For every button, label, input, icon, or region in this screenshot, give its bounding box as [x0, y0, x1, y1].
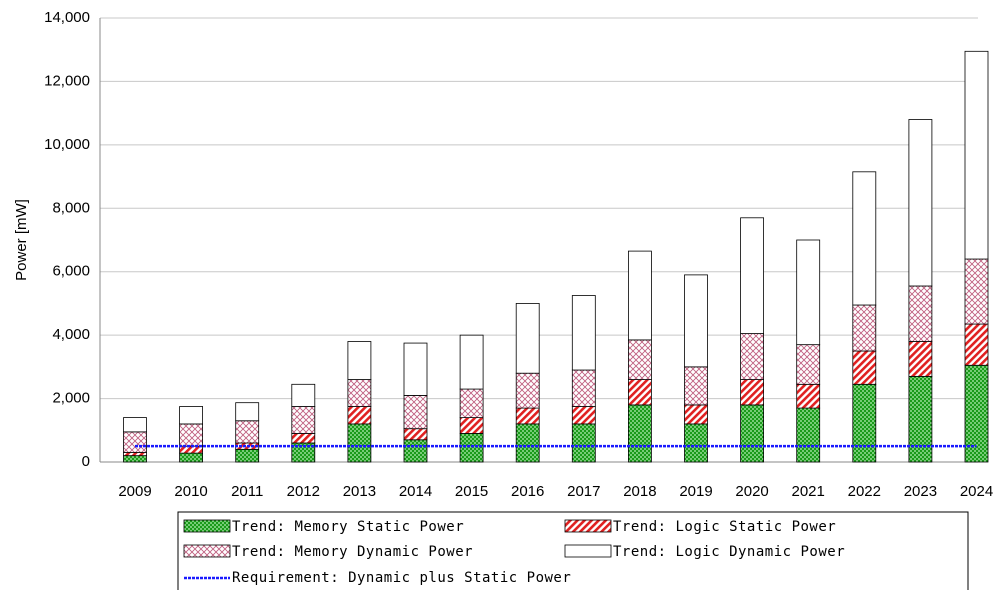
bar-segment [740, 217, 764, 334]
bar-segment [571, 406, 596, 425]
x-tick-label: 2014 [399, 483, 432, 500]
bar-segment [123, 431, 147, 453]
bar-segment [796, 344, 821, 385]
bar-segment [179, 423, 204, 447]
bar-segment [796, 239, 821, 346]
bar-segment [235, 420, 260, 444]
bar-segment [908, 341, 933, 377]
x-tick-label: 2022 [848, 483, 881, 500]
bar-segment [123, 455, 147, 463]
bar-segment [347, 406, 372, 425]
bar-segment [459, 433, 484, 463]
y-axis-label: Power [mW] [13, 199, 30, 281]
bar-segment [347, 341, 372, 380]
y-tick-label: 2,000 [52, 390, 90, 407]
legend-label: Trend: Logic Static Power [613, 519, 836, 535]
bar-segment [740, 333, 764, 380]
x-tick-label: 2020 [735, 483, 768, 500]
bar-segment [796, 407, 821, 463]
bar-segment [403, 394, 428, 430]
x-tick-label: 2021 [792, 483, 825, 500]
bar-segment [291, 433, 316, 444]
bar-segment [684, 274, 708, 368]
x-tick-label: 2015 [455, 483, 488, 500]
bar-segment [179, 406, 204, 425]
bar-segment [403, 342, 428, 396]
legend-box [177, 511, 969, 590]
bar-segment [403, 428, 428, 441]
bar-segment [515, 303, 540, 374]
bar-segment [515, 423, 540, 463]
bar-segment [628, 339, 652, 380]
x-tick-label: 2009 [118, 483, 151, 500]
y-tick-label: 14,000 [44, 9, 90, 26]
y-tick-label: 10,000 [44, 136, 90, 153]
x-tick-label: 2019 [679, 483, 712, 500]
y-tick-label: 4,000 [52, 326, 90, 343]
x-tick-label: 2011 [231, 483, 263, 500]
bar-segment [235, 448, 260, 463]
bar-segment [347, 379, 372, 407]
bar-segment [740, 404, 764, 463]
bar-segment [515, 407, 540, 425]
bar-segment [852, 350, 877, 385]
bar-segment [684, 423, 708, 463]
bar-segment [291, 383, 316, 407]
bar-segment [908, 375, 933, 463]
y-tick-label: 0 [82, 453, 90, 470]
legend-swatch [183, 544, 231, 558]
bar-segment [235, 402, 260, 422]
legend-label: Trend: Logic Dynamic Power [613, 544, 845, 560]
y-tick-label: 12,000 [44, 72, 90, 89]
legend-swatch [564, 544, 612, 558]
bar-segment [684, 366, 708, 406]
y-tick-label: 8,000 [52, 199, 90, 216]
bar-segment [852, 171, 877, 306]
bar-segment [515, 372, 540, 409]
legend-label: Trend: Memory Dynamic Power [232, 544, 473, 560]
bar-segment [347, 423, 372, 463]
bar-segment [123, 452, 147, 457]
bar-segment [628, 379, 652, 406]
bar-segment [459, 334, 484, 390]
bar-segment [571, 295, 596, 371]
bar-segment [628, 404, 652, 463]
bar-segment [796, 383, 821, 409]
bar-segment [964, 50, 989, 260]
bar-segment [123, 417, 147, 433]
bar-segment [964, 364, 989, 463]
bar-segment [403, 439, 428, 463]
bar-segment [964, 323, 989, 366]
bar-segment [740, 379, 764, 406]
bar-segment [291, 406, 316, 434]
bar-segment [628, 250, 652, 341]
x-tick-label: 2024 [960, 483, 993, 500]
bar-segment [908, 119, 933, 287]
legend-label: Requirement: Dynamic plus Static Power [232, 570, 571, 586]
x-tick-label: 2016 [511, 483, 544, 500]
x-tick-label: 2018 [623, 483, 656, 500]
legend-label: Trend: Memory Static Power [232, 519, 464, 535]
bar-segment [908, 285, 933, 342]
x-tick-label: 2013 [343, 483, 376, 500]
bar-segment [571, 423, 596, 463]
x-tick-label: 2012 [287, 483, 320, 500]
bar-segment [459, 417, 484, 434]
x-tick-label: 2023 [904, 483, 937, 500]
bar-segment [852, 304, 877, 352]
bar-segment [571, 369, 596, 407]
bar-segment [179, 452, 204, 463]
bar-segment [684, 404, 708, 425]
bar-segment [852, 383, 877, 463]
legend-swatch [183, 519, 231, 533]
y-tick-label: 6,000 [52, 263, 90, 280]
legend-swatch [564, 519, 612, 533]
x-tick-label: 2017 [567, 483, 600, 500]
bar-segment [964, 258, 989, 325]
x-tick-label: 2010 [174, 483, 207, 500]
bar-segment [459, 388, 484, 418]
